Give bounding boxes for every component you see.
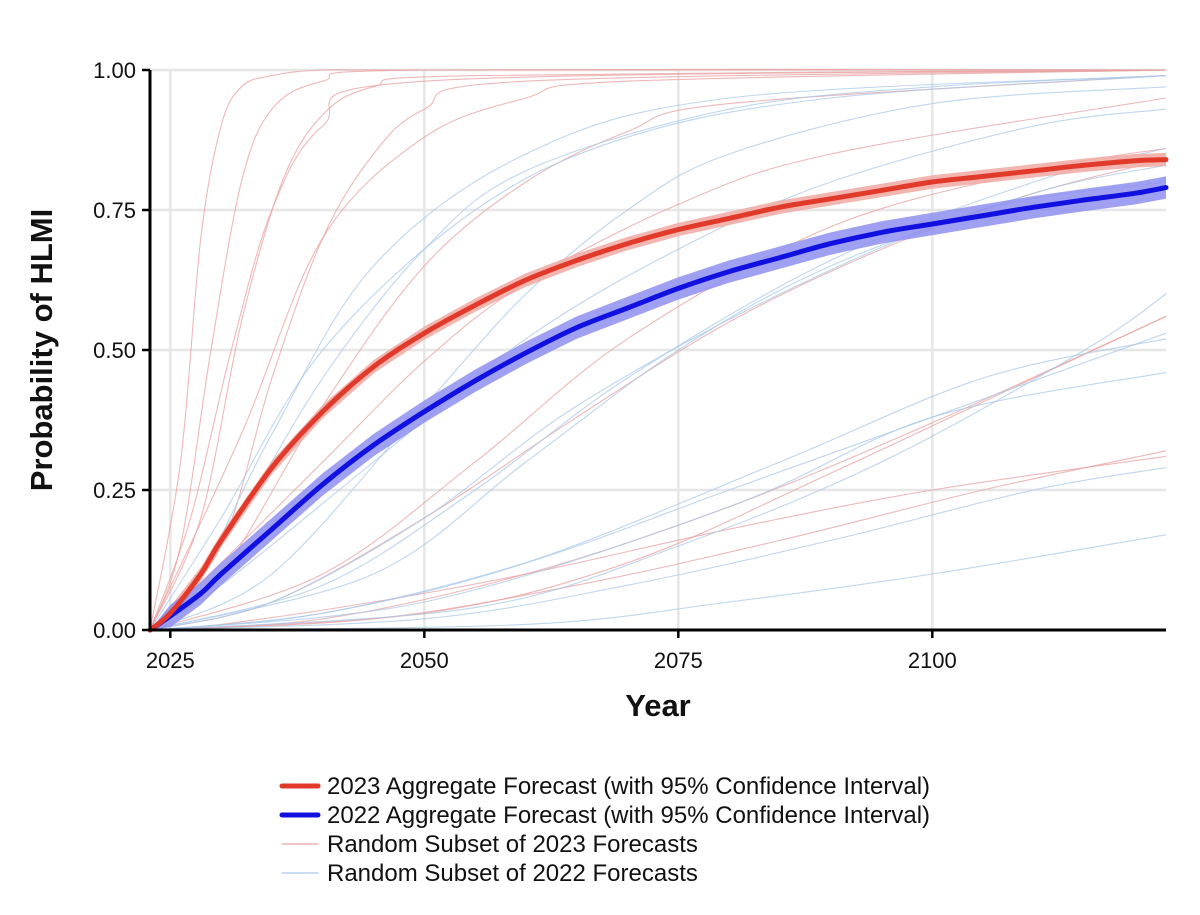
legend: 2023 Aggregate Forecast (with 95% Confid… [279, 773, 930, 887]
y-tick-label-0.25: 0.25 [93, 478, 136, 503]
subset-forecast-lines [149, 68, 1167, 631]
subset-line-2022-9 [149, 371, 1167, 631]
y-tick-label-0.75: 0.75 [93, 198, 136, 223]
subset-line-2022-1 [149, 108, 1167, 631]
subset-line-2023-8 [149, 450, 1167, 631]
x-axis-title: Year [625, 688, 691, 723]
subset-line-2022-2 [149, 147, 1167, 631]
subset-line-2023-4 [149, 75, 1167, 631]
subset-line-2022-13 [149, 75, 1167, 631]
subset-line-2023-2 [149, 69, 1167, 631]
subset-line-2022-11 [149, 181, 1167, 631]
aggregate-line-2023 [147, 157, 1169, 633]
subset-line-2022-6 [149, 86, 1167, 631]
subset-line-2022-12 [149, 293, 1167, 631]
legend-label-2022-subset: Random Subset of 2022 Forecasts [327, 860, 698, 887]
y-axis-title: Probability of HLMI [24, 209, 59, 491]
x-tick-label-2050: 2050 [400, 648, 449, 673]
aggregate-forecast-lines [147, 157, 1169, 633]
x-tick-label-2100: 2100 [908, 648, 957, 673]
subset-line-2023-3 [149, 69, 1167, 631]
x-tick-label-2025: 2025 [146, 648, 195, 673]
subset-line-2023-13 [149, 69, 1167, 631]
legend-label-2022-aggregate: 2022 Aggregate Forecast (with 95% Confid… [327, 802, 930, 829]
subset-line-2022-4 [149, 467, 1167, 631]
subset-line-2022-5 [149, 534, 1167, 631]
y-tick-label-0.50: 0.50 [93, 338, 136, 363]
tick-labels: 0.00 0.25 0.50 0.75 1.00 2025 2050 2075 2100 [93, 58, 957, 673]
subset-line-2023-1 [149, 68, 1167, 631]
legend-label-2023-aggregate: 2023 Aggregate Forecast (with 95% Confid… [327, 773, 930, 800]
subset-line-2023-9 [149, 455, 1167, 631]
subset-line-2023-12 [149, 315, 1167, 631]
y-tick-label-0.00: 0.00 [93, 618, 136, 643]
subset-line-2023-10 [149, 69, 1167, 631]
subset-line-2022-7 [149, 164, 1167, 631]
legend-label-2023-subset: Random Subset of 2023 Forecasts [327, 831, 698, 858]
y-tick-label-1.00: 1.00 [93, 58, 136, 83]
subset-line-2022-8 [149, 338, 1167, 631]
x-tick-label-2075: 2075 [654, 648, 703, 673]
subset-line-2022-0 [149, 75, 1167, 631]
confidence-band-2022 [150, 176, 1166, 630]
subset-line-2022-10 [149, 75, 1167, 631]
aggregate-line-2022 [147, 185, 1169, 633]
